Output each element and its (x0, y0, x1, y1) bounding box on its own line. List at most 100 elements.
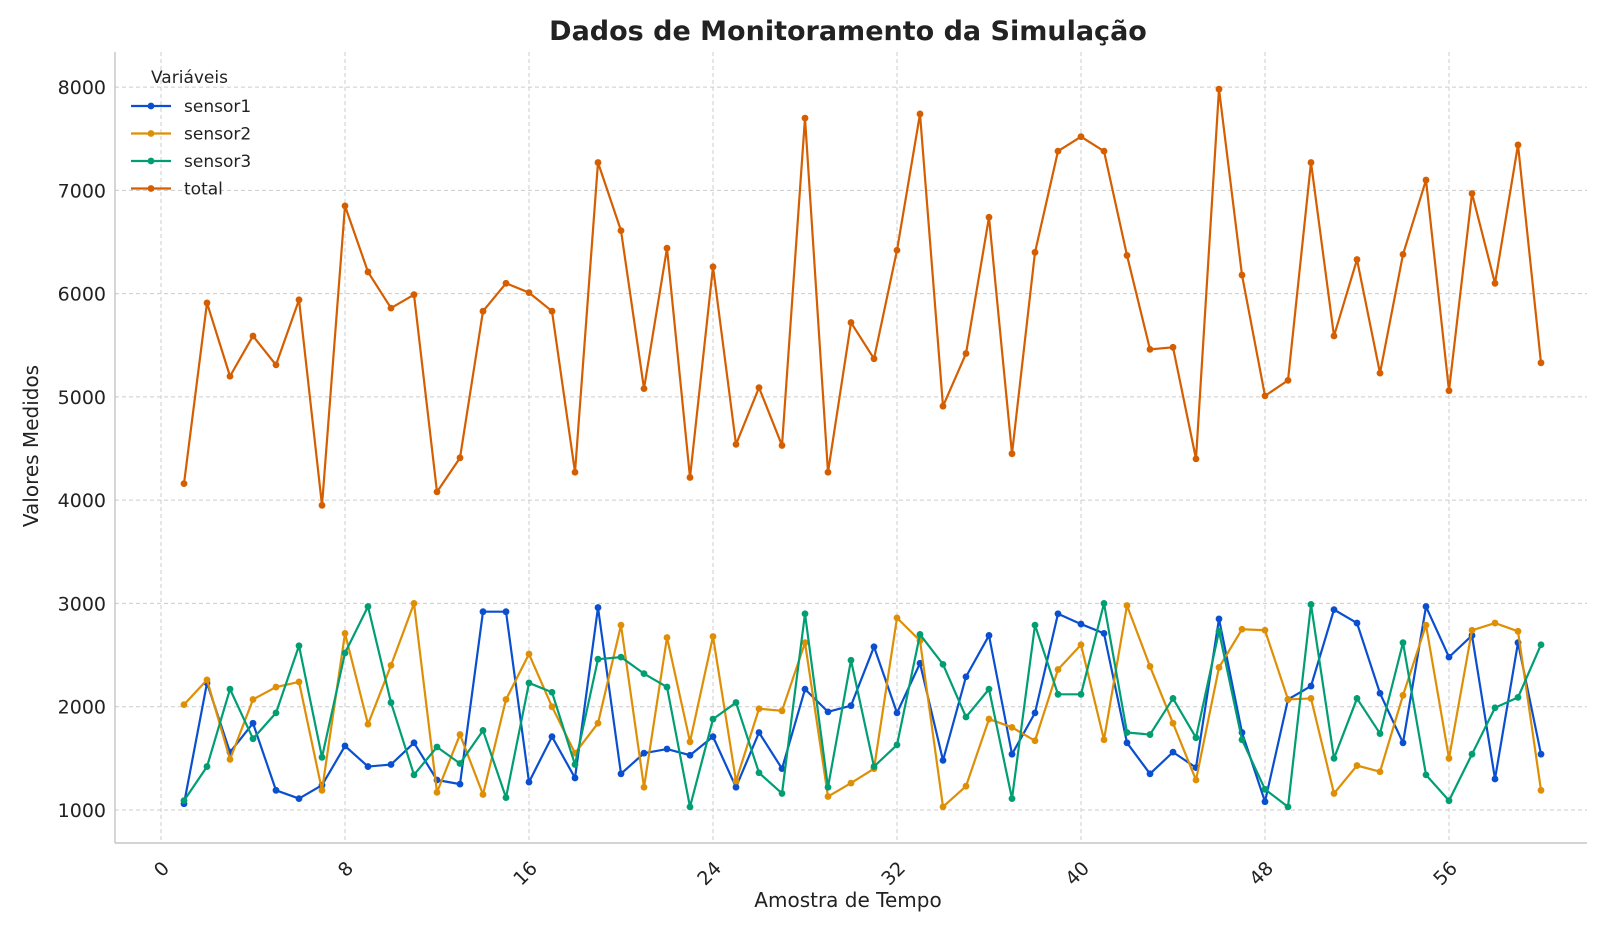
data-point (594, 719, 602, 727)
data-point (1008, 723, 1016, 731)
data-point (1008, 450, 1016, 458)
data-point (1422, 176, 1430, 184)
data-point (686, 751, 694, 759)
data-point (801, 639, 809, 647)
data-point (1422, 603, 1430, 610)
data-point (755, 384, 763, 392)
data-point (272, 361, 280, 369)
data-point (1376, 730, 1384, 737)
series-line-total (182, 88, 1543, 507)
data-point (341, 629, 349, 637)
data-point (226, 755, 234, 763)
data-point (318, 501, 326, 509)
data-point (1123, 739, 1131, 747)
legend-item-sensor1: sensor1 (131, 97, 251, 117)
data-point (1468, 626, 1476, 634)
data-point (1261, 798, 1269, 806)
data-point (203, 676, 211, 684)
data-point (709, 715, 717, 723)
data-point (1192, 776, 1200, 784)
data-point (985, 715, 993, 723)
data-point (663, 745, 671, 753)
data-point (663, 634, 671, 641)
data-point (1215, 627, 1223, 635)
data-point (893, 246, 901, 254)
data-point (295, 795, 303, 802)
data-point (180, 480, 188, 488)
data-point (249, 696, 257, 703)
data-point (1491, 279, 1499, 287)
data-point (180, 701, 188, 709)
data-point (1054, 666, 1062, 673)
data-point (1445, 387, 1453, 395)
legend-label: sensor2 (184, 125, 251, 145)
data-point (1353, 695, 1361, 702)
data-point (1146, 770, 1154, 778)
data-point (410, 739, 418, 747)
data-point (410, 771, 418, 779)
legend-label: sensor3 (184, 152, 251, 172)
data-point (1077, 133, 1085, 141)
data-point (1031, 621, 1039, 629)
data-point (1284, 376, 1292, 384)
data-point (893, 741, 901, 749)
data-point (364, 720, 372, 728)
data-point (1445, 797, 1453, 805)
data-point (824, 793, 832, 800)
data-point (1399, 739, 1407, 747)
data-point (1100, 147, 1108, 155)
data-point (1238, 736, 1246, 744)
data-point (709, 263, 717, 271)
data-point (939, 756, 947, 764)
data-point (617, 621, 625, 629)
data-point (1514, 627, 1522, 635)
data-point (364, 603, 372, 610)
data-point (1261, 626, 1269, 634)
data-point (548, 307, 556, 315)
y-tick-label: 2000 (58, 697, 106, 719)
data-point (479, 608, 487, 616)
data-point (203, 763, 211, 770)
data-point (1077, 620, 1085, 628)
data-point (1100, 736, 1108, 744)
data-point (1537, 359, 1545, 367)
data-point (456, 454, 464, 462)
legend-marker (147, 102, 155, 110)
data-point (1215, 85, 1223, 93)
data-point (1261, 785, 1269, 793)
y-tick-label: 7000 (58, 180, 106, 202)
data-point (571, 761, 579, 768)
data-point (272, 786, 280, 794)
data-point (985, 213, 993, 221)
data-point (663, 244, 671, 252)
y-tick-label: 3000 (58, 593, 106, 615)
data-point (1215, 664, 1223, 671)
data-point (479, 791, 487, 798)
data-point (686, 803, 694, 811)
data-point (617, 770, 625, 778)
x-tick-label: 40 (1061, 857, 1094, 890)
data-point (548, 733, 556, 741)
data-point (1376, 768, 1384, 776)
data-point (1054, 610, 1062, 618)
data-point (364, 763, 372, 770)
series-sensor1 (180, 603, 1545, 808)
data-point (1537, 641, 1545, 649)
data-point (295, 678, 303, 686)
data-point (525, 289, 533, 297)
data-point (1192, 734, 1200, 742)
series-sensor3 (180, 600, 1545, 811)
data-point (1399, 691, 1407, 699)
data-point (801, 114, 809, 122)
data-point (1008, 795, 1016, 802)
data-point (939, 402, 947, 410)
data-point (226, 372, 234, 380)
data-point (1192, 455, 1200, 463)
data-point (1008, 750, 1016, 758)
series-total (180, 85, 1545, 509)
data-point (1307, 601, 1315, 608)
y-tick-label: 4000 (58, 490, 106, 512)
y-tick-label: 8000 (58, 77, 106, 99)
x-tick-label: 0 (150, 857, 174, 881)
